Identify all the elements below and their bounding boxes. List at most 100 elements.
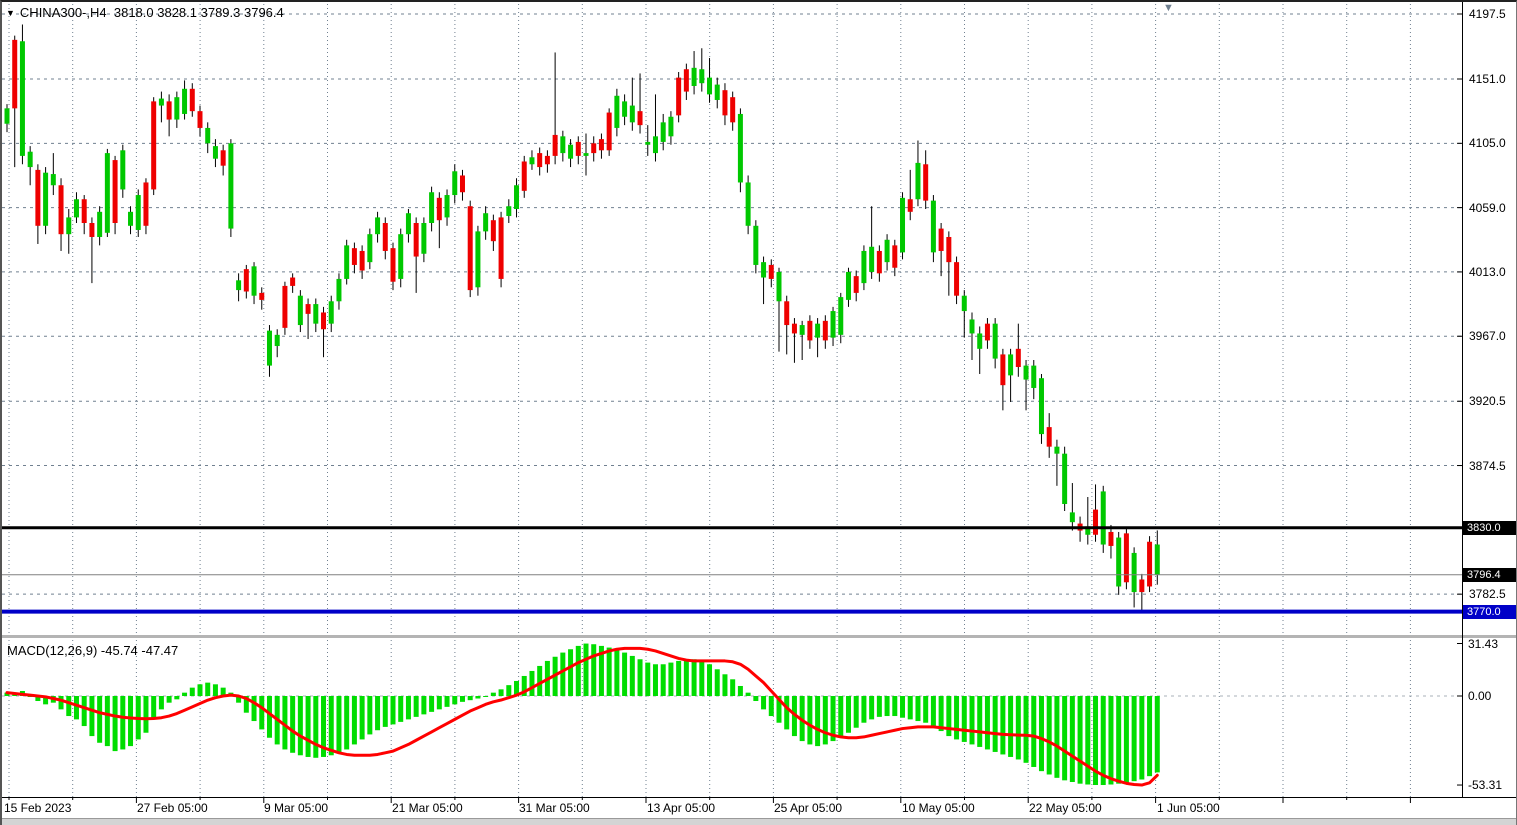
macd-bar (328, 696, 334, 756)
macd-bar (583, 643, 589, 696)
candle-body (151, 101, 157, 190)
price-tick-label: 4013.0 (1469, 264, 1506, 279)
macd-bar (89, 696, 95, 737)
macd-bar (537, 665, 543, 696)
macd-bar (128, 696, 134, 747)
macd-bar (182, 692, 188, 696)
chart-shift-marker-icon[interactable]: ▼ (1163, 2, 1174, 14)
macd-bar (73, 696, 79, 720)
macd-bar (984, 696, 990, 750)
candle-body (845, 271, 851, 300)
macd-bar (1116, 696, 1122, 784)
macd-bar (459, 696, 465, 702)
macd-bar (1131, 696, 1137, 782)
macd-bar (645, 662, 651, 696)
macd-bar (737, 685, 743, 696)
candle-body (166, 101, 172, 120)
time-tick-label: 10 May 05:00 (902, 801, 975, 815)
macd-bar (992, 696, 998, 752)
macd-bar (151, 696, 157, 720)
macd-bar (158, 696, 164, 710)
candle-body (822, 320, 828, 341)
candle-body (776, 271, 782, 302)
macd-bar (845, 696, 851, 733)
macd-bar (1038, 696, 1044, 772)
panel-separator[interactable] (2, 635, 1517, 638)
candle-body (328, 301, 334, 324)
macd-bar (1123, 696, 1129, 783)
candle-body (1008, 354, 1014, 376)
macd-bar (683, 659, 689, 696)
candle-body (529, 157, 535, 165)
macd-bar (892, 696, 898, 717)
macd-bar (344, 696, 350, 750)
time-tick-label: 25 Apr 05:00 (774, 801, 843, 815)
candle-body (537, 153, 543, 168)
candle-body (1100, 491, 1106, 545)
price-tick-label: 4197.5 (1469, 7, 1506, 21)
candle-body (861, 250, 867, 284)
candle-body (498, 217, 504, 279)
candle-body (97, 211, 103, 237)
time-tick-label: 31 Mar 05:00 (519, 801, 590, 815)
macd-tick-label: -53.31 (1468, 778, 1503, 793)
macd-bar (591, 644, 597, 696)
macd-bar (166, 696, 172, 703)
candle-body (514, 185, 520, 210)
macd-bar (961, 696, 967, 742)
macd-bar (321, 696, 327, 757)
macd-bar (43, 696, 49, 705)
price-tick-label: 3874.5 (1469, 458, 1506, 473)
candle-body (1046, 427, 1052, 447)
macd-bar (691, 659, 697, 696)
symbol-dropdown-icon[interactable]: ▼ (6, 8, 15, 18)
candle-body (50, 174, 56, 186)
macd-bar (81, 696, 87, 727)
macd-bar (259, 696, 265, 730)
candle-body (1147, 541, 1153, 587)
candle-body (1108, 531, 1114, 546)
candle-body (367, 234, 373, 263)
macd-bar (652, 664, 658, 696)
macd-bar (1108, 696, 1114, 785)
price-badge: 3770.0 (1463, 604, 1516, 619)
macd-bar (1147, 696, 1153, 777)
candle-body (598, 139, 604, 151)
macd-bar (923, 696, 929, 723)
macd-bar (521, 675, 527, 696)
macd-bar (367, 696, 373, 735)
macd-bar (884, 696, 890, 717)
price-tick-label: 4105.0 (1469, 136, 1506, 151)
time-tick-label: 9 Mar 05:00 (264, 801, 329, 815)
macd-bar (282, 696, 288, 750)
macd-bar (869, 696, 875, 720)
macd-bar (35, 696, 41, 702)
macd-bar (251, 696, 257, 722)
macd-bar (351, 696, 357, 745)
candle-body (490, 220, 496, 242)
candle-body (205, 127, 211, 144)
candle-body (398, 234, 404, 279)
candle-body (212, 146, 218, 159)
macd-bar (529, 670, 535, 696)
macd-bar (66, 696, 72, 717)
candle-body (799, 325, 805, 335)
candle-body (622, 101, 628, 117)
candle-body (954, 262, 960, 296)
candle-body (66, 217, 72, 235)
candle-body (676, 77, 682, 116)
macd-bar (815, 696, 821, 747)
symbol-name: CHINA300-,H4 (19, 5, 107, 20)
candle-body (1054, 446, 1060, 454)
macd-bar (598, 645, 604, 696)
macd-bar (1046, 696, 1052, 775)
candle-body (568, 144, 574, 159)
macd-bar (930, 696, 936, 727)
candle-body (815, 323, 821, 338)
time-tick-label: 27 Feb 05:00 (137, 801, 208, 815)
candle-body (158, 98, 164, 106)
candle-body (1031, 365, 1037, 388)
candle-body (652, 136, 658, 154)
